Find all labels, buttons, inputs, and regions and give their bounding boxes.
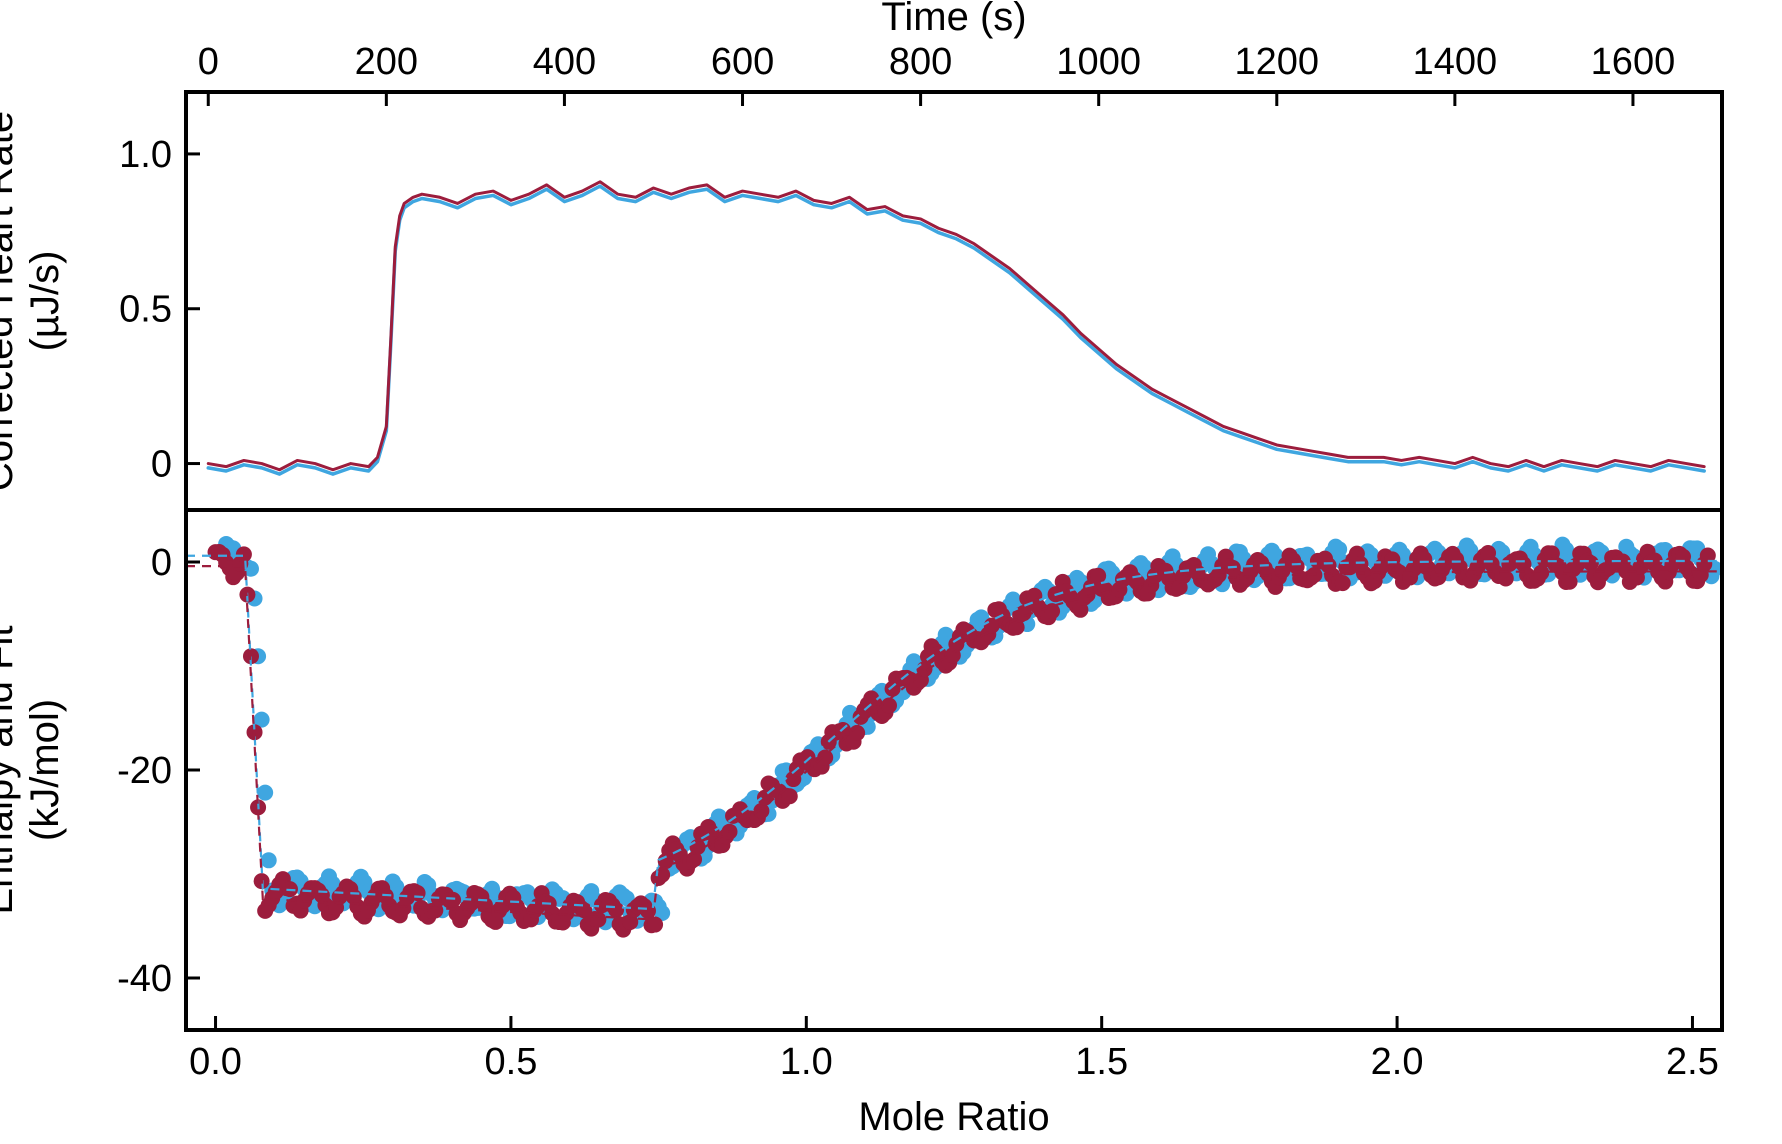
top-xaxis-label: Time (s) [881,0,1026,39]
bottom-xaxis-tick-label: 2.5 [1666,1041,1719,1083]
top-xaxis-tick-label: 1200 [1235,41,1320,83]
bottom-yaxis-tick-label: -40 [117,958,172,1000]
itc-figure: 0 200 400 600 800 1000 1200 1400 1600 Time (s) 0 0.… [0,0,1782,1144]
bottom-xaxis-tick-label: 1.5 [1075,1041,1128,1083]
bottom-xaxis-tick-label: 0.0 [189,1041,242,1083]
top-xaxis-tick-label: 200 [355,41,418,83]
top-xaxis-tick-label: 600 [711,41,774,83]
top-xaxis-tick-label: 1400 [1413,41,1498,83]
bottom-xaxis-label: Mole Ratio [858,1095,1049,1139]
top-xaxis-tick-label: 0 [198,41,219,83]
top-xaxis-tick-label: 1000 [1056,41,1141,83]
bottom-xaxis-tick-label: 0.5 [485,1041,538,1083]
top-xaxis-tick-label: 1600 [1591,41,1676,83]
bottom-xaxis-tick-label: 1.0 [780,1041,833,1083]
top-xaxis-tick-label: 800 [889,41,952,83]
bottom-xaxis-tick-label: 2.0 [1371,1041,1424,1083]
bottom-yaxis-tick-label: -20 [117,750,172,792]
top-yaxis-tick-label: 1.0 [119,134,172,176]
top-yaxis-tick-label: 0 [151,444,172,486]
bottom-yaxis-tick-label: 0 [151,542,172,584]
top-xaxis-tick-label: 400 [533,41,596,83]
top-yaxis-tick-label: 0.5 [119,289,172,331]
